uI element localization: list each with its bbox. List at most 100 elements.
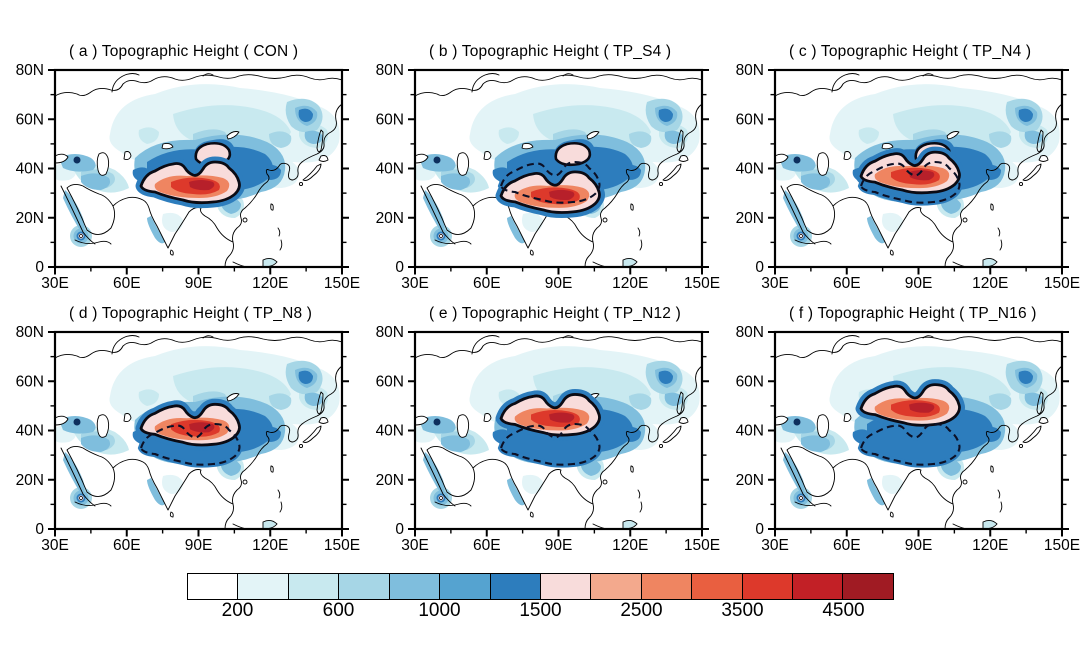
y-tick-label: 40N <box>376 161 404 178</box>
y-tick-label: 80N <box>376 324 404 341</box>
colorbar-segment <box>339 574 390 599</box>
axes-frame: 30E 60E 90E 120E 150E 80N 60N 40N 20N 0 <box>376 324 721 554</box>
x-tick-label: 150E <box>1044 537 1080 554</box>
y-tick-label: 20N <box>16 472 44 489</box>
map-content <box>415 332 702 529</box>
y-tick-label: 80N <box>376 62 404 79</box>
x-tick-label: 30E <box>41 537 69 554</box>
x-tick-label: 150E <box>324 275 360 292</box>
y-tick-label: 20N <box>376 210 404 227</box>
x-tick-label: 30E <box>401 275 429 292</box>
x-tick-label: 90E <box>545 537 573 554</box>
map-plot: 30E 60E 90E 120E 150E 80N 60N 40N 20N 0 <box>736 62 1080 292</box>
x-tick-label: 120E <box>252 537 288 554</box>
colorbar-segment <box>742 574 794 599</box>
x-tick-label: 120E <box>972 537 1008 554</box>
colorbar-tick-label: 3500 <box>721 600 764 621</box>
map-plot: 30E 60E 90E 120E 150E 80N 60N 40N 20N 0 <box>376 324 721 554</box>
y-tick-label: 80N <box>16 324 44 341</box>
tibetan-plateau <box>861 385 960 426</box>
x-tick-label: 90E <box>545 275 573 292</box>
y-tick-label: 60N <box>16 111 44 128</box>
map-plot: 30E 60E 90E 120E 150E 80N 60N 40N 20N 0 <box>736 324 1080 554</box>
tibetan-plateau <box>501 394 600 435</box>
y-tick-label: 0 <box>395 521 404 538</box>
y-tick-label: 20N <box>736 210 764 227</box>
x-tick-label: 150E <box>1044 275 1080 292</box>
x-tick-label: 120E <box>252 275 288 292</box>
x-tick-label: 90E <box>185 275 213 292</box>
panel-title: ( c ) Topographic Height ( TP_N4 ) <box>789 43 1032 60</box>
x-tick-label: 60E <box>473 275 501 292</box>
colorbar-segment <box>793 574 844 599</box>
x-tick-label: 60E <box>833 537 861 554</box>
x-tick-label: 30E <box>761 275 789 292</box>
x-tick-label: 90E <box>185 537 213 554</box>
colorbar-segment <box>843 574 893 599</box>
y-tick-label: 0 <box>755 259 764 276</box>
colorbar-segment <box>188 574 239 599</box>
x-tick-label: 60E <box>473 537 501 554</box>
colorbar-segment <box>641 574 693 599</box>
tibetan-plateau <box>141 162 240 203</box>
y-tick-label: 20N <box>736 472 764 489</box>
map-plot: 30E 60E 90E 120E 150E 80N 60N 40N 20N 0 <box>376 62 721 292</box>
y-tick-label: 40N <box>736 161 764 178</box>
tibetan-plateau <box>141 404 240 445</box>
axes-frame: 30E 60E 90E 120E 150E 80N 60N 40N 20N 0 <box>16 62 361 292</box>
colorbar-segment <box>440 574 491 599</box>
map-content <box>775 332 1062 529</box>
x-tick-label: 150E <box>324 537 360 554</box>
x-tick-label: 30E <box>761 537 789 554</box>
map-content <box>55 332 342 529</box>
colorbar-segment <box>591 574 642 599</box>
axes-frame: 30E 60E 90E 120E 150E 80N 60N 40N 20N 0 <box>16 324 361 554</box>
panel-title: ( b ) Topographic Height ( TP_S4 ) <box>429 43 672 60</box>
x-tick-label: 60E <box>833 275 861 292</box>
x-tick-label: 60E <box>113 275 141 292</box>
y-tick-label: 60N <box>16 373 44 390</box>
y-tick-label: 0 <box>395 259 404 276</box>
y-tick-label: 60N <box>376 111 404 128</box>
axes-frame: 30E 60E 90E 120E 150E 80N 60N 40N 20N 0 <box>736 324 1080 554</box>
y-tick-label: 60N <box>736 111 764 128</box>
secondary-highland <box>554 141 592 167</box>
x-tick-label: 30E <box>41 275 69 292</box>
map-content <box>775 70 1062 267</box>
x-tick-label: 60E <box>113 537 141 554</box>
x-tick-label: 120E <box>612 537 648 554</box>
panel-title: ( e ) Topographic Height ( TP_N12 ) <box>429 305 681 322</box>
colorbar <box>187 573 894 600</box>
map-plot: 30E 60E 90E 120E 150E 80N 60N 40N 20N 0 <box>16 62 361 292</box>
colorbar-segment <box>238 574 289 599</box>
y-tick-label: 60N <box>736 373 764 390</box>
colorbar-segment <box>389 574 441 599</box>
colorbar-segment <box>288 574 340 599</box>
y-tick-label: 80N <box>16 62 44 79</box>
colorbar-tick-label: 4500 <box>822 600 865 621</box>
x-tick-label: 150E <box>684 275 720 292</box>
y-tick-label: 20N <box>16 210 44 227</box>
y-tick-label: 40N <box>376 423 404 440</box>
x-tick-label: 120E <box>972 275 1008 292</box>
y-tick-label: 40N <box>16 161 44 178</box>
y-tick-label: 0 <box>35 259 44 276</box>
y-tick-label: 0 <box>755 521 764 538</box>
map-plot: 30E 60E 90E 120E 150E 80N 60N 40N 20N 0 <box>16 324 361 554</box>
axes-frame: 30E 60E 90E 120E 150E 80N 60N 40N 20N 0 <box>736 62 1080 292</box>
x-tick-label: 30E <box>401 537 429 554</box>
y-tick-label: 20N <box>376 472 404 489</box>
axes-frame: 30E 60E 90E 120E 150E 80N 60N 40N 20N 0 <box>376 62 721 292</box>
panel-title: ( a ) Topographic Height ( CON ) <box>69 43 299 60</box>
y-tick-label: 40N <box>16 423 44 440</box>
x-tick-label: 150E <box>684 537 720 554</box>
colorbar-tick-label: 200 <box>221 600 254 621</box>
y-tick-label: 40N <box>736 423 764 440</box>
map-content <box>415 70 702 267</box>
colorbar-tick-label: 1500 <box>519 600 562 621</box>
y-tick-label: 0 <box>35 521 44 538</box>
colorbar-tick-label: 1000 <box>418 600 461 621</box>
x-tick-label: 90E <box>905 275 933 292</box>
colorbar-segment <box>540 574 592 599</box>
